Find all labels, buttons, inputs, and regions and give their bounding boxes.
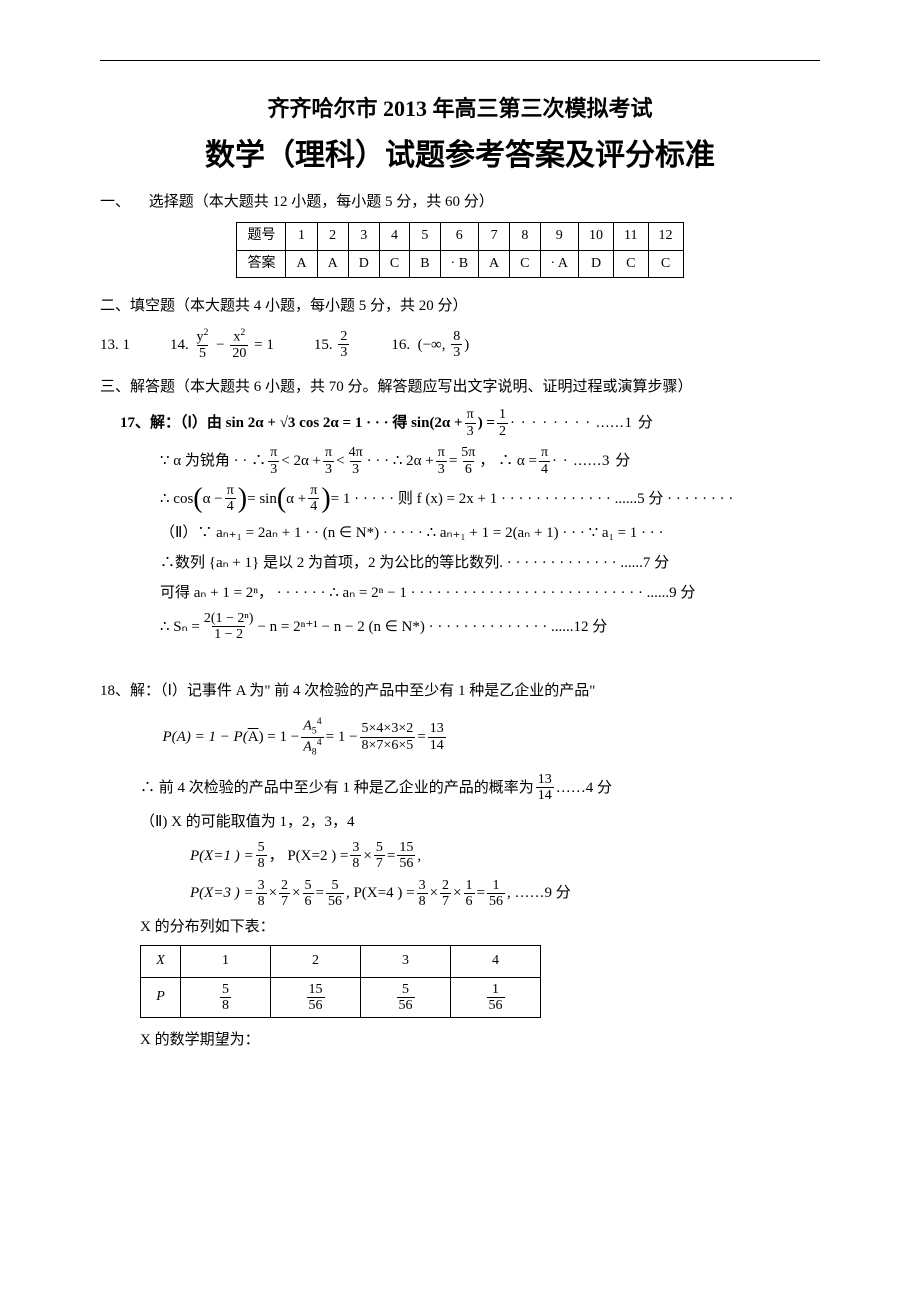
- q18-px12: P(X=1 ) = 58 ， P(X=2 ) = 38 × 57 = 1556 …: [100, 840, 820, 872]
- table-answer-cell: C: [379, 250, 409, 277]
- q18-pa: P(A) = 1 − P( A ) = 1 − A54 A84 = 1 − 5×…: [100, 717, 820, 758]
- prob-table: X 1234 P 581556556156: [140, 945, 541, 1018]
- subject-title: 数学（理科）试题参考答案及评分标准: [100, 132, 820, 180]
- fill-16: 16. (−∞, 8 3 ): [391, 329, 469, 361]
- header-label: 题号: [237, 223, 286, 250]
- fill-14-label: 14.: [170, 333, 189, 357]
- frac-83: 8 3: [451, 329, 462, 361]
- q18-block: 18、解：（Ⅰ）记事件 A 为" 前 4 次检验的产品中至少有 1 种是乙企业的…: [100, 679, 820, 1053]
- prob-table-x-row: X 1234: [141, 946, 541, 977]
- prob-x-label: X: [141, 946, 181, 977]
- q17-block: 17、解：（Ⅰ）由 sin 2α + √3 cos 2α = 1 · · · 得…: [120, 407, 820, 642]
- frac-y5: y2 5: [195, 328, 211, 361]
- section-1-header: 一、 选择题（本大题共 12 小题，每小题 5 分，共 60 分）: [100, 190, 820, 214]
- prob-table-p-row: P 581556556156: [141, 977, 541, 1018]
- table-header-cell: 6: [440, 223, 479, 250]
- section-3-header: 三、解答题（本大题共 6 小题，共 70 分。解答题应写出文字说明、证明过程或演…: [100, 375, 820, 399]
- table-header-cell: 4: [379, 223, 409, 250]
- q17-line-ii: （Ⅱ）∵ aₙ₊₁ = 2aₙ + 1 · · (n ∈ N*) · · · ·…: [120, 521, 820, 545]
- prob-p-cell: 156: [451, 977, 541, 1018]
- table-header-cell: 1: [286, 223, 317, 250]
- exam-title: 齐齐哈尔市 2013 年高三第三次模拟考试: [100, 91, 820, 126]
- table-header-cell: 12: [648, 223, 683, 250]
- table-header-cell: 8: [510, 223, 540, 250]
- fill-15: 15. 2 3: [314, 329, 352, 361]
- table-answer-cell: B: [410, 250, 440, 277]
- table-header-cell: 10: [579, 223, 614, 250]
- prob-x-cell: 1: [181, 946, 271, 977]
- table-header-cell: 5: [410, 223, 440, 250]
- prob-x-cell: 4: [451, 946, 541, 977]
- q17-score5: = 1 · · · · · 则 f (x) = 2x + 1 · · · · ·…: [331, 487, 734, 511]
- table-answer-cell: A: [286, 250, 317, 277]
- table-answer-cell: D: [579, 250, 614, 277]
- q18-expect: X 的数学期望为：: [100, 1028, 820, 1052]
- frac-x20: x2 20: [230, 328, 248, 361]
- q18-line3: ∴ 前 4 次检验的产品中至少有 1 种是乙企业的产品的概率为 1314 ……4…: [100, 772, 820, 804]
- fill-14: 14. y2 5 − x2 20 = 1: [170, 328, 274, 361]
- q17-line-get: 可得 aₙ + 1 = 2ⁿ， · · · · · · ∴ aₙ = 2ⁿ − …: [120, 581, 820, 605]
- q18-score9: , ……9 分: [507, 881, 571, 905]
- q17-line2: ∵ α 为锐角 · · ∴ π3 < 2α + π3 < 4π3 · · · ∴…: [120, 445, 820, 477]
- answer-table-header-row: 题号 123456789101112: [237, 223, 683, 250]
- answer-table: 题号 123456789101112 答案 AADCB· BAC· ADCC: [236, 222, 683, 278]
- q17-line1: 17、解：（Ⅰ）由 sin 2α + √3 cos 2α = 1 · · · 得…: [120, 407, 820, 439]
- prob-p-cell: 556: [361, 977, 451, 1018]
- answer-table-answer-row: 答案 AADCB· BAC· ADCC: [237, 250, 683, 277]
- section-2-header: 二、填空题（本大题共 4 小题，每小题 5 分，共 20 分）: [100, 294, 820, 318]
- table-answer-cell: A: [317, 250, 348, 277]
- q18-table-label: X 的分布列如下表：: [100, 915, 820, 939]
- q17-line-sn: ∴ Sₙ = 2(1 − 2ⁿ)1 − 2 − n = 2ⁿ⁺¹ − n − 2…: [120, 611, 820, 643]
- fill-13: 13. 1: [100, 333, 130, 357]
- prob-x-cell: 3: [361, 946, 451, 977]
- q17-line-seq: ∴数列 {aₙ + 1} 是以 2 为首项，2 为公比的等比数列. · · · …: [120, 551, 820, 575]
- section-1-label: 一、: [100, 194, 130, 210]
- q17-main: 17、解：（Ⅰ）由 sin 2α + √3 cos 2α = 1 · · · 得…: [120, 411, 463, 435]
- section-1-text: 选择题（本大题共 12 小题，每小题 5 分，共 60 分）: [149, 194, 494, 210]
- table-header-cell: 7: [479, 223, 510, 250]
- prob-p-label: P: [141, 977, 181, 1018]
- table-header-cell: 11: [614, 223, 648, 250]
- table-header-cell: 2: [317, 223, 348, 250]
- table-answer-cell: A: [479, 250, 510, 277]
- q18-score4: ……4 分: [556, 776, 612, 800]
- q17-score12: − n = 2ⁿ⁺¹ − n − 2 (n ∈ N*) · · · · · · …: [257, 615, 607, 639]
- q18-line1: 18、解：（Ⅰ）记事件 A 为" 前 4 次检验的产品中至少有 1 种是乙企业的…: [100, 679, 820, 703]
- fill-answers-row: 13. 1 14. y2 5 − x2 20 = 1 15. 2 3 16. (…: [100, 328, 820, 361]
- table-answer-cell: C: [614, 250, 648, 277]
- table-answer-cell: C: [510, 250, 540, 277]
- top-rule: [100, 60, 820, 61]
- table-header-cell: 9: [540, 223, 579, 250]
- table-answer-cell: · A: [540, 250, 579, 277]
- q17-score3: · · ......3 分: [552, 449, 631, 473]
- answer-label: 答案: [237, 250, 286, 277]
- prob-p-cell: 1556: [271, 977, 361, 1018]
- fill-15-label: 15.: [314, 333, 333, 357]
- prob-x-cell: 2: [271, 946, 361, 977]
- frac-23: 2 3: [338, 329, 349, 361]
- q17-score1: · · · · · · · · ......1 分: [510, 411, 654, 435]
- fill-16-label: 16.: [391, 333, 410, 357]
- table-answer-cell: D: [348, 250, 379, 277]
- q18-px34: P(X=3 ) = 38 × 27 × 56 = 556 , P(X=4 ) =…: [100, 878, 820, 910]
- table-header-cell: 3: [348, 223, 379, 250]
- table-answer-cell: C: [648, 250, 683, 277]
- table-answer-cell: · B: [440, 250, 479, 277]
- q18-line-ii: （Ⅱ) X 的可能取值为 1，2，3，4: [100, 810, 820, 834]
- q17-line3: ∴ cos ( α − π4 ) = sin ( α + π4 ) = 1 · …: [120, 483, 820, 515]
- prob-p-cell: 58: [181, 977, 271, 1018]
